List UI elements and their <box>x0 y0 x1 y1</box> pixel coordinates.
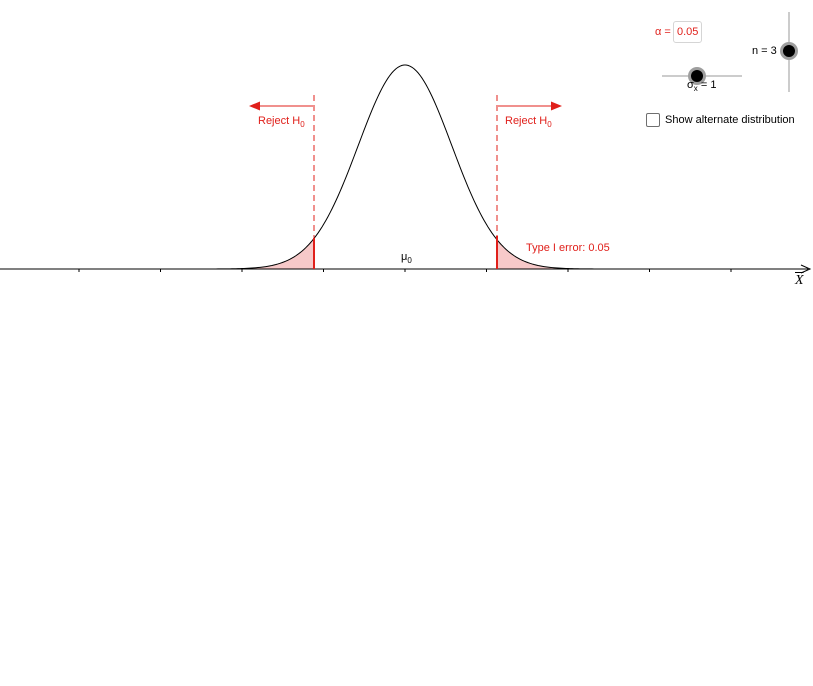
alternate-distribution-label: Show alternate distribution <box>665 114 795 126</box>
left-reject-arrowhead <box>249 101 260 111</box>
mu-label: μ0 <box>401 251 412 267</box>
null-distribution-curve <box>0 64 808 270</box>
reject-right-label: Reject H0 <box>505 115 552 131</box>
reject-left-label: Reject H0 <box>258 115 305 131</box>
reject-left-subscript: 0 <box>300 120 305 130</box>
sigma-subscript: x <box>693 84 698 94</box>
axis-variable-label: X <box>795 273 804 288</box>
x-axis-arrow <box>800 264 812 274</box>
reject-left-text: Reject H <box>258 115 301 127</box>
alternate-distribution-toggle[interactable]: Show alternate distribution <box>646 113 795 127</box>
reject-right-subscript: 0 <box>547 120 552 130</box>
sigma-value: = 1 <box>700 79 717 91</box>
left-rejection-area <box>0 238 314 269</box>
right-rejection-area <box>497 239 808 269</box>
x-axis-ticks <box>78 269 732 272</box>
type-one-error-label: Type I error: 0.05 <box>526 242 610 254</box>
mu-symbol: μ <box>401 251 408 263</box>
alternate-distribution-checkbox[interactable] <box>646 113 660 127</box>
sigma-label: σx = 1 <box>687 79 716 95</box>
n-label: n = 3 <box>752 45 777 57</box>
sigma-symbol: σ <box>687 79 694 91</box>
reject-right-text: Reject H <box>505 115 548 127</box>
n-slider-knob[interactable] <box>783 45 795 57</box>
right-reject-arrowhead <box>551 101 562 111</box>
alpha-input[interactable]: 0.05 <box>673 21 703 43</box>
mu-subscript: 0 <box>407 256 412 266</box>
sigma-slider-knob[interactable] <box>691 70 703 82</box>
alpha-label: α = <box>655 26 671 38</box>
